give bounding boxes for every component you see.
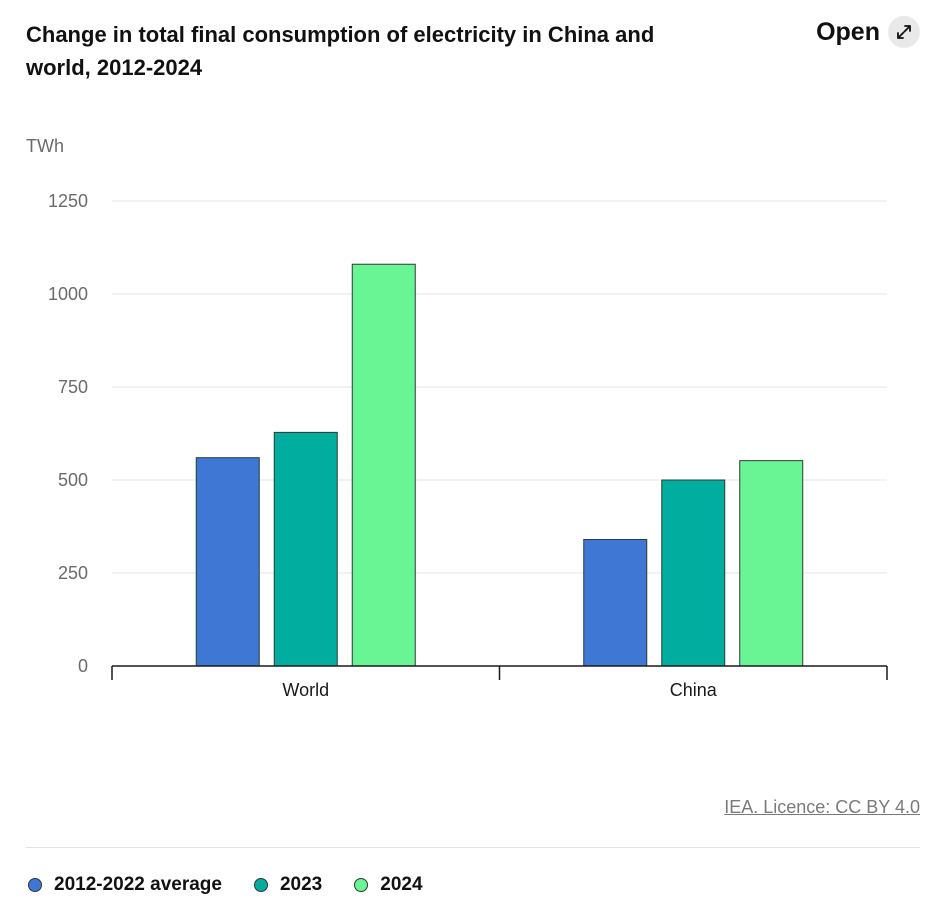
x-tick-label: China xyxy=(670,680,718,700)
y-tick-label: 500 xyxy=(58,470,88,490)
expand-icon[interactable] xyxy=(888,16,920,48)
legend-label: 2023 xyxy=(279,874,323,895)
divider xyxy=(26,847,920,848)
legend-dot-icon xyxy=(354,878,369,892)
x-tick-label: World xyxy=(282,680,329,700)
chart-title: Change in total final consumption of ele… xyxy=(26,22,655,80)
bar-world-1[interactable] xyxy=(273,431,338,667)
y-tick-label: 1250 xyxy=(48,191,88,211)
bars xyxy=(195,263,804,667)
bar-chart: TWh 0 250 500 750 1000 1250 World China xyxy=(26,136,888,700)
legend-item[interactable]: 2023 xyxy=(253,874,323,896)
legend-label: 2012-2022 average xyxy=(54,874,222,895)
source-link[interactable]: IEA. Licence: CC BY 4.0 xyxy=(724,797,920,817)
legend-item[interactable]: 2024 xyxy=(354,874,423,896)
x-axis: World China xyxy=(111,665,888,700)
legend-dot-icon xyxy=(28,878,42,892)
legend-dot-icon xyxy=(253,878,268,892)
bar-world-2[interactable] xyxy=(351,263,416,667)
legend-label: 2024 xyxy=(380,874,423,895)
y-axis-unit: TWh xyxy=(26,136,64,156)
bar-china-1[interactable] xyxy=(661,479,726,667)
legend-item[interactable]: 2012-2022 average xyxy=(28,874,222,896)
bar-china-0[interactable] xyxy=(583,539,648,667)
y-axis-ticks: 0 250 500 750 1000 1250 xyxy=(48,191,88,676)
open-label: Open xyxy=(816,17,880,46)
y-tick-label: 0 xyxy=(78,656,88,676)
y-tick-label: 1000 xyxy=(48,284,88,304)
y-tick-label: 250 xyxy=(58,563,88,583)
open-button[interactable]: Open xyxy=(816,16,920,48)
bar-world-0[interactable] xyxy=(195,457,260,667)
bar-china-2[interactable] xyxy=(739,460,804,667)
legend: 2012-2022 average 2023 2024 xyxy=(28,874,423,896)
y-tick-label: 750 xyxy=(58,377,88,397)
